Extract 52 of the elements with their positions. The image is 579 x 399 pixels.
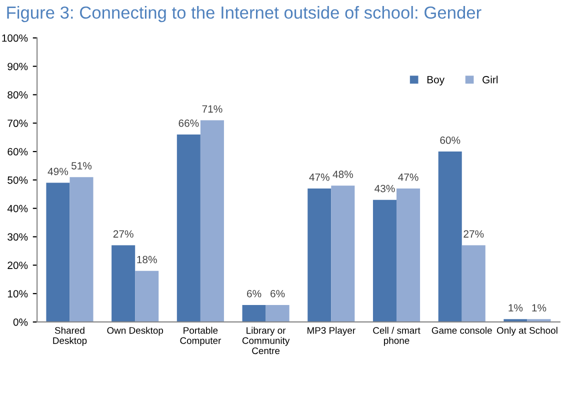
y-tick-label: 40% bbox=[7, 204, 28, 212]
y-tick-label: 20% bbox=[8, 262, 28, 270]
data-label: 66% bbox=[178, 120, 199, 127]
bar bbox=[135, 270, 159, 322]
data-label: 18% bbox=[137, 256, 157, 264]
bar bbox=[438, 152, 462, 322]
x-tick-label: Portable Computer bbox=[180, 326, 222, 346]
data-label: 1% bbox=[508, 304, 523, 312]
bar bbox=[396, 188, 420, 322]
data-label: 60% bbox=[440, 136, 460, 144]
bar bbox=[372, 200, 397, 322]
y-tick-label: 100% bbox=[2, 34, 28, 42]
y-tick-label: 10% bbox=[8, 290, 28, 298]
chart-title: Figure 3: Connecting to the Internet outside of school: Gender bbox=[7, 6, 482, 22]
data-label: 43% bbox=[374, 184, 395, 192]
data-label: 27% bbox=[113, 230, 134, 238]
bar bbox=[112, 245, 136, 322]
bar bbox=[46, 182, 70, 322]
x-tick-label: MP3 Player bbox=[308, 326, 356, 336]
y-tick-label: 60% bbox=[8, 148, 28, 156]
y-tick-label: 50% bbox=[8, 176, 28, 184]
data-label: 6% bbox=[270, 290, 285, 298]
data-label: 71% bbox=[202, 105, 222, 113]
y-tick-label: 70% bbox=[8, 120, 28, 128]
data-label: 1% bbox=[532, 304, 546, 312]
data-label: 47% bbox=[309, 174, 330, 181]
legend-label: Girl bbox=[482, 76, 498, 84]
bar bbox=[266, 304, 290, 322]
y-tick-label: 0% bbox=[13, 318, 28, 326]
y-tick-label: 80% bbox=[8, 91, 28, 99]
bar bbox=[176, 134, 200, 322]
x-tick-label: Library or Community Centre bbox=[242, 326, 290, 354]
x-tick-label: Cell / smart phone bbox=[373, 326, 420, 346]
bar bbox=[242, 304, 266, 322]
data-label: 51% bbox=[71, 162, 92, 170]
x-tick-label: Own Desktop bbox=[107, 326, 164, 336]
bar bbox=[200, 120, 224, 322]
legend-label: Boy bbox=[427, 76, 445, 86]
x-tick-label: Shared Desktop bbox=[53, 326, 87, 346]
data-label: 27% bbox=[464, 230, 484, 238]
data-label: 49% bbox=[48, 168, 68, 176]
x-tick-label: Only at School bbox=[496, 326, 558, 336]
bar bbox=[70, 177, 94, 322]
bar bbox=[462, 245, 486, 322]
data-label: 47% bbox=[398, 174, 418, 181]
x-tick-label: Game console bbox=[432, 326, 492, 334]
y-tick-label: 30% bbox=[8, 233, 28, 241]
y-tick-label: 90% bbox=[8, 62, 28, 70]
data-label: 48% bbox=[332, 170, 353, 178]
data-label: 6% bbox=[247, 290, 262, 298]
bar bbox=[331, 186, 355, 322]
bar bbox=[308, 188, 332, 322]
